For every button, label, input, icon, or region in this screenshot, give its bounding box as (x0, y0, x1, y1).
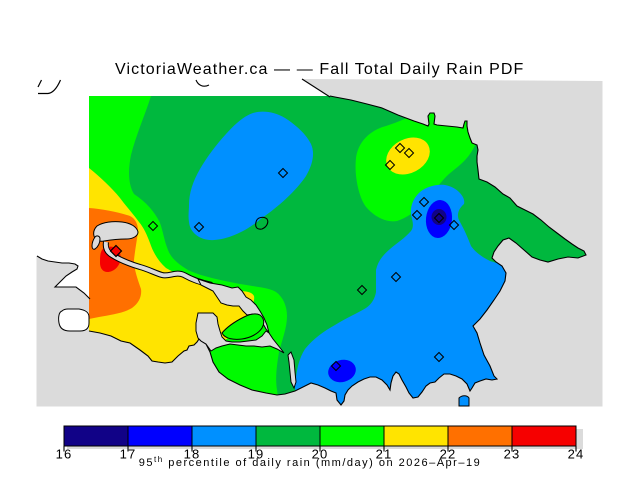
svg-text:24: 24 (568, 447, 585, 462)
svg-text:23: 23 (504, 447, 521, 462)
svg-text:17: 17 (120, 447, 137, 462)
svg-text:18: 18 (184, 447, 201, 462)
svg-text:19: 19 (248, 447, 265, 462)
svg-text:VictoriaWeather.ca — — Fall To: VictoriaWeather.ca — — Fall Total Daily … (115, 61, 524, 78)
svg-text:95th percentile of daily rain: 95th percentile of daily rain (mm/day) o… (139, 455, 481, 469)
svg-text:20: 20 (312, 447, 329, 462)
svg-text:16: 16 (56, 447, 73, 462)
svg-text:21: 21 (376, 447, 393, 462)
svg-text:22: 22 (440, 447, 457, 462)
